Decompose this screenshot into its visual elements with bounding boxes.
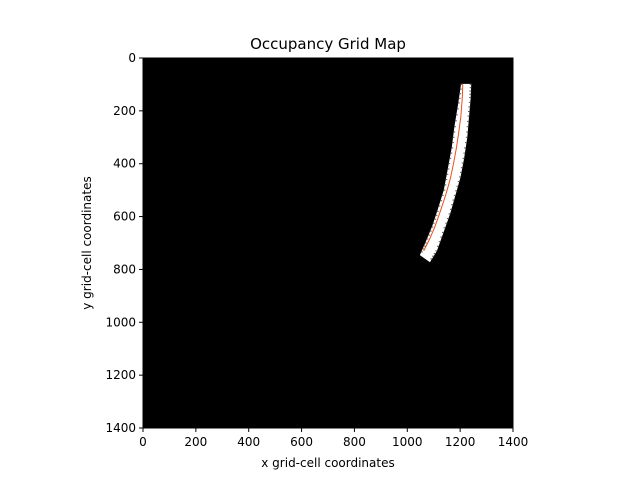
chart-title: Occupancy Grid Map (250, 35, 406, 53)
x-tick-label: 800 (343, 435, 366, 449)
x-tick-label: 1400 (498, 435, 529, 449)
y-tick-label: 1200 (105, 368, 136, 382)
x-tick-label: 1200 (445, 435, 476, 449)
axis-ticks: 0 200 400 600 800 1000 1200 1400020040060080010… (105, 51, 528, 449)
x-axis-label: x grid-cell coordinates (261, 456, 394, 470)
x-tick-label: 0 (139, 435, 147, 449)
y-tick-label: 600 (113, 210, 136, 224)
y-tick-label: 200 (113, 104, 136, 118)
y-tick-label: 400 (113, 157, 136, 171)
y-tick-label: 1400 (105, 421, 136, 435)
y-tick-label: 0 (128, 51, 136, 65)
unknown-space-background (143, 58, 513, 428)
x-tick-label: 600 (290, 435, 313, 449)
trajectory-line (423, 84, 464, 252)
obstacle-speckles (420, 83, 472, 260)
x-tick-label: 400 (237, 435, 260, 449)
y-tick-label: 800 (113, 262, 136, 276)
x-tick-label: 200 (184, 435, 207, 449)
y-tick-label: 1000 (105, 315, 136, 329)
y-axis-label: y grid-cell coordinates (80, 176, 94, 309)
x-tick-label: 1000 (392, 435, 423, 449)
plot-frame (142, 57, 514, 429)
plot-area (142, 57, 514, 429)
